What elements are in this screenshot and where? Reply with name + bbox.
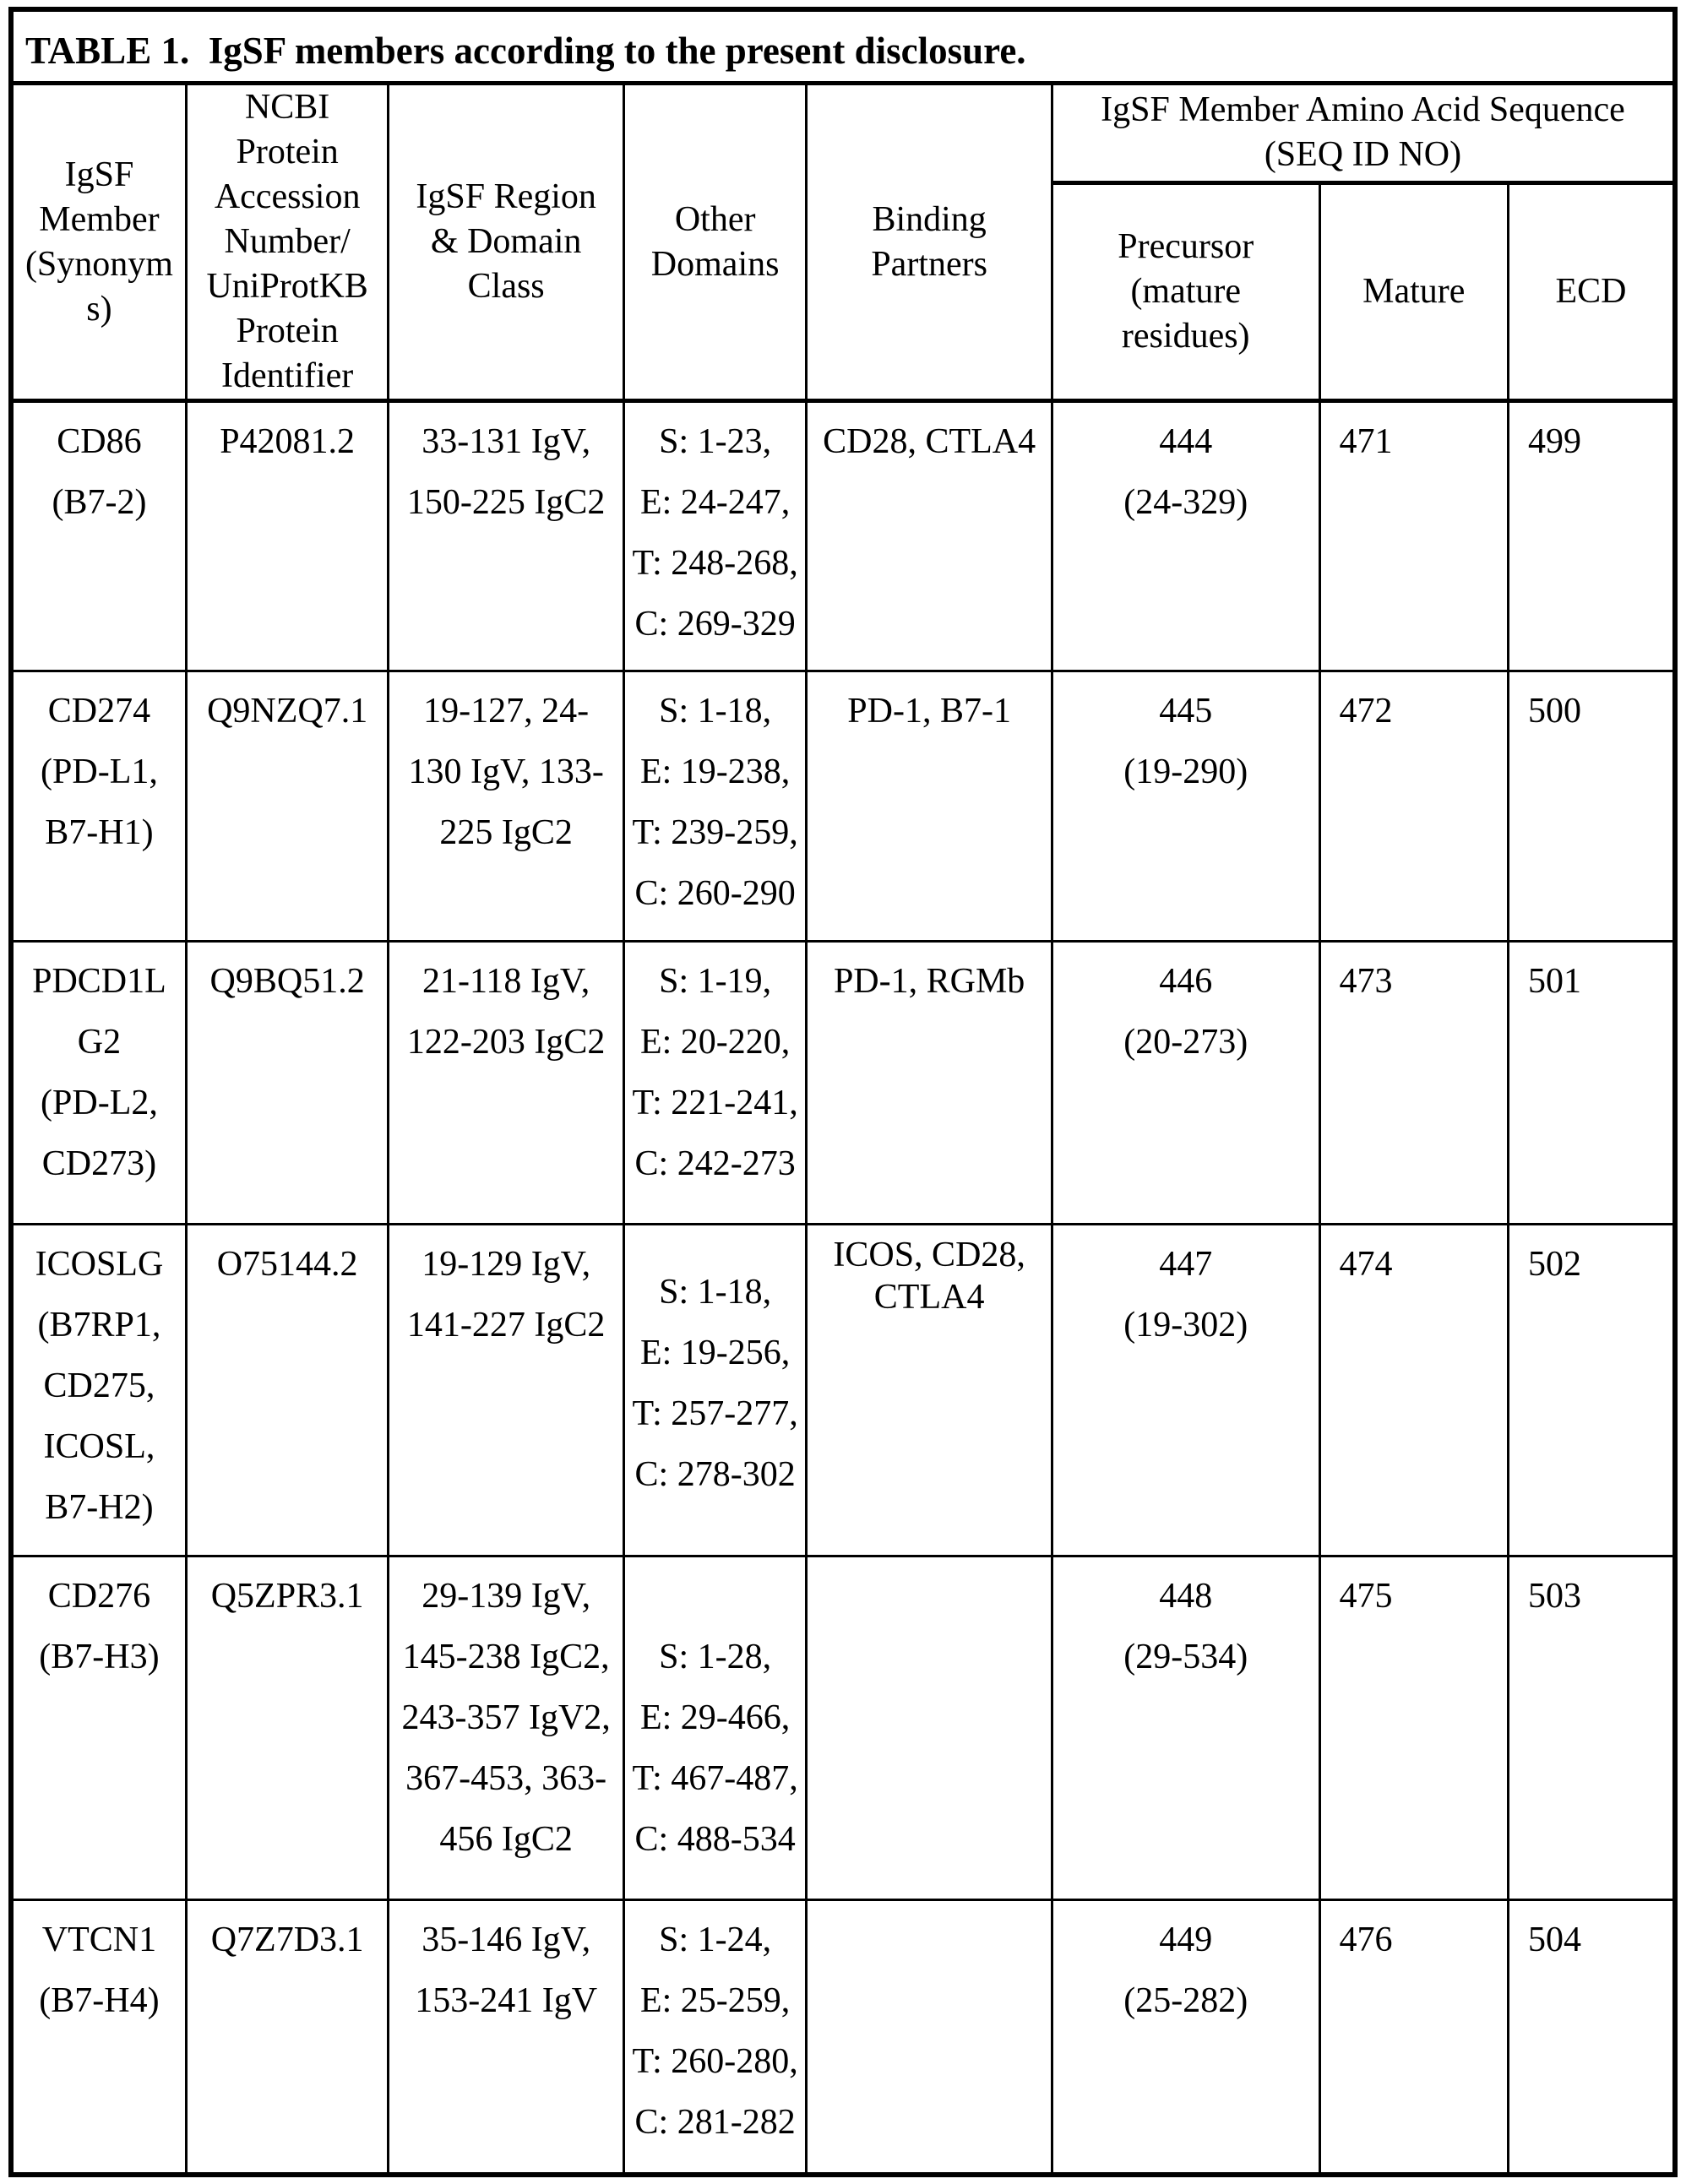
cd276-other-domains-cell: S: 1-28, E: 29-466, T: 467-487, C: 488-5… <box>622 1555 808 1901</box>
header-row-2: Precursor (mature residues) Mature ECD <box>11 181 1677 404</box>
header-region-domain-class: IgSF Region & Domain Class <box>387 82 625 403</box>
vtcn1-mature-cell: 476 <box>1318 1899 1509 2176</box>
cd276-region-cell: 29-139 IgV, 145-238 IgC2, 243-357 IgV2, … <box>387 1555 625 1901</box>
cd276-ecd-cell: 503 <box>1506 1555 1677 1901</box>
cd86-region-cell: 33-131 IgV, 150-225 IgC2 <box>387 399 625 672</box>
cd86-precursor-cell: 444 (24-329) <box>1050 399 1321 672</box>
table-row-pdcd1lg2: PDCD1L G2 (PD-L2, CD273) Q9BQ51.2 21-118… <box>9 940 1677 1225</box>
table-row-vtcn1: VTCN1 (B7-H4) Q7Z7D3.1 35-146 IgV, 153-2… <box>9 1899 1677 2176</box>
cd86-other-domains-cell: S: 1-23, E: 24-247, T: 248-268, C: 269-3… <box>622 399 808 672</box>
vtcn1-accession-cell: Q7Z7D3.1 <box>184 1899 390 2176</box>
cd274-precursor-cell: 445 (19-290) <box>1050 670 1321 943</box>
icoslg-precursor-cell: 447 (19-302) <box>1050 1223 1321 1557</box>
icoslg-accession-cell: O75144.2 <box>184 1223 390 1557</box>
icoslg-other-domains-cell: S: 1-18, E: 19-256, T: 257-277, C: 278-3… <box>622 1223 808 1557</box>
cd86-member-cell: CD86 (B7-2) <box>9 399 188 672</box>
header-binding-partners: Binding Partners <box>805 82 1053 403</box>
header-row-1: IgSF Member (Synonym s) NCBI Protein Acc… <box>9 82 1677 403</box>
pdcd1lg2-mature-cell: 473 <box>1318 940 1509 1225</box>
cd276-accession-cell: Q5ZPR3.1 <box>184 1555 390 1901</box>
header-igsf-member: IgSF Member (Synonym s) <box>9 82 188 403</box>
pdcd1lg2-member-cell: PDCD1L G2 (PD-L2, CD273) <box>9 940 188 1225</box>
icoslg-member-cell: ICOSLG (B7RP1, CD275, ICOSL, B7-H2) <box>9 1223 188 1557</box>
vtcn1-binding-partners-cell <box>805 1899 1053 2176</box>
cd274-region-cell: 19-127, 24- 130 IgV, 133- 225 IgC2 <box>387 670 625 943</box>
vtcn1-precursor-cell: 449 (25-282) <box>1050 1899 1321 2176</box>
cd276-binding-partners-cell <box>805 1555 1053 1901</box>
icoslg-mature-cell: 474 <box>1318 1223 1509 1557</box>
cd274-other-domains-cell: S: 1-18, E: 19-238, T: 239-259, C: 260-2… <box>622 670 808 943</box>
icoslg-ecd-cell: 502 <box>1506 1223 1677 1557</box>
table-row-cd86: CD86 (B7-2) P42081.2 33-131 IgV, 150-225… <box>9 399 1677 672</box>
header-accession: NCBI Protein Accession Number/ UniProtKB… <box>184 82 390 403</box>
pdcd1lg2-other-domains-cell: S: 1-19, E: 20-220, T: 221-241, C: 242-2… <box>622 940 808 1225</box>
pdcd1lg2-region-cell: 21-118 IgV, 122-203 IgC2 <box>387 940 625 1225</box>
header-mature: Mature <box>1318 181 1509 404</box>
table-row-cd276: CD276 (B7-H3) Q5ZPR3.1 29-139 IgV, 145-2… <box>9 1555 1677 1901</box>
vtcn1-region-cell: 35-146 IgV, 153-241 IgV <box>387 1899 625 2176</box>
cd276-precursor-cell: 448 (29-534) <box>1050 1555 1321 1901</box>
table-row-cd274: CD274 (PD-L1, B7-H1) Q9NZQ7.1 19-127, 24… <box>9 670 1677 943</box>
table-row-icoslg: ICOSLG (B7RP1, CD275, ICOSL, B7-H2) O751… <box>9 1223 1677 1557</box>
cd86-ecd-cell: 499 <box>1506 399 1677 672</box>
cd276-member-cell: CD276 (B7-H3) <box>9 1555 188 1901</box>
header-seq-id-group: IgSF Member Amino Acid Sequence (SEQ ID … <box>1050 82 1677 185</box>
igsf-members-table: TABLE 1. IgSF members according to the p… <box>8 7 1678 2177</box>
vtcn1-member-cell: VTCN1 (B7-H4) <box>9 1899 188 2176</box>
cd86-mature-cell: 471 <box>1318 399 1509 672</box>
vtcn1-ecd-cell: 504 <box>1506 1899 1677 2176</box>
icoslg-binding-partners-cell: ICOS, CD28, CTLA4 <box>805 1223 1053 1557</box>
cd86-accession-cell: P42081.2 <box>184 399 390 672</box>
table-title-row: TABLE 1. IgSF members according to the p… <box>11 9 1675 85</box>
cd274-member-cell: CD274 (PD-L1, B7-H1) <box>9 670 188 943</box>
pdcd1lg2-precursor-cell: 446 (20-273) <box>1050 940 1321 1225</box>
cd274-mature-cell: 472 <box>1318 670 1509 943</box>
cd274-ecd-cell: 500 <box>1506 670 1677 943</box>
header-ecd: ECD <box>1506 181 1677 404</box>
pdcd1lg2-accession-cell: Q9BQ51.2 <box>184 940 390 1225</box>
cd274-binding-partners-cell: PD-1, B7-1 <box>805 670 1053 943</box>
cd274-accession-cell: Q9NZQ7.1 <box>184 670 390 943</box>
icoslg-region-cell: 19-129 IgV, 141-227 IgC2 <box>387 1223 625 1557</box>
table-title: TABLE 1. IgSF members according to the p… <box>11 9 1675 85</box>
cd86-binding-partners-cell: CD28, CTLA4 <box>805 399 1053 672</box>
header-other-domains: Other Domains <box>622 82 808 403</box>
pdcd1lg2-ecd-cell: 501 <box>1506 940 1677 1225</box>
vtcn1-other-domains-cell: S: 1-24, E: 25-259, T: 260-280, C: 281-2… <box>622 1899 808 2176</box>
header-precursor: Precursor (mature residues) <box>1050 181 1321 404</box>
pdcd1lg2-binding-partners-cell: PD-1, RGMb <box>805 940 1053 1225</box>
cd276-mature-cell: 475 <box>1318 1555 1509 1901</box>
